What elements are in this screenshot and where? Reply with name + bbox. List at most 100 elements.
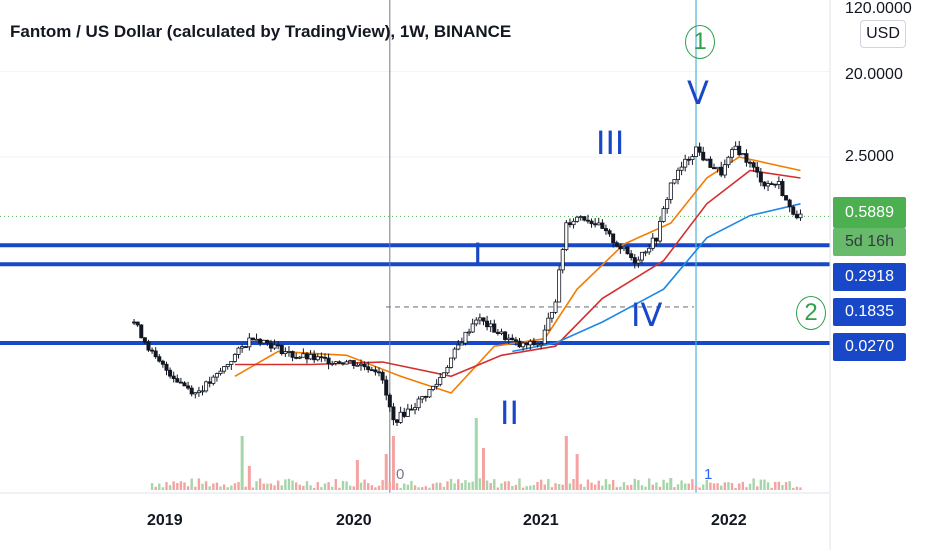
volume-bar: [457, 479, 460, 490]
volume-bar: [363, 479, 366, 490]
candle-body: [596, 222, 601, 226]
volume-bar: [759, 479, 763, 490]
volume-bar: [604, 479, 608, 490]
volume-bar: [644, 486, 647, 490]
candle-body: [603, 228, 608, 232]
candle-body: [431, 385, 436, 390]
volume-bar: [453, 483, 456, 490]
candle-body: [178, 381, 183, 384]
volume-bar: [738, 483, 741, 490]
level-badge-2: 0.1835: [833, 298, 906, 326]
volume-bar: [745, 487, 748, 490]
volume-bar: [493, 479, 496, 490]
candle-body: [258, 338, 263, 344]
candle-body: [748, 161, 753, 164]
candle-body: [564, 222, 569, 250]
candle-body: [611, 233, 616, 244]
volume-bar: [518, 478, 521, 490]
volume-bar: [237, 481, 240, 490]
candle-body: [366, 366, 371, 371]
volume-bar: [662, 479, 665, 490]
volume-bar: [406, 484, 410, 490]
level-badge-1: 0.2918: [833, 263, 906, 291]
volume-bar: [720, 485, 723, 490]
volume-bar: [374, 487, 377, 490]
candle-body: [557, 269, 562, 303]
candle-body: [726, 156, 731, 166]
candle-body: [791, 206, 796, 215]
volume-bar: [327, 482, 330, 490]
volume-bar: [287, 478, 291, 490]
candle-body: [585, 219, 590, 222]
volume-bar: [284, 479, 287, 490]
volume-bar: [338, 487, 341, 490]
volume-bar: [619, 486, 622, 490]
candle-body: [290, 351, 295, 358]
candle-body: [758, 171, 763, 183]
candle-body: [196, 390, 201, 393]
volume-bar: [658, 486, 662, 490]
volume-bar: [529, 485, 532, 490]
volume-bar: [597, 480, 600, 490]
candle-body: [301, 353, 306, 358]
volume-bar: [795, 486, 799, 490]
currency-button[interactable]: USD: [860, 20, 906, 48]
volume-bar: [608, 484, 611, 490]
volume-bar: [273, 485, 276, 490]
volume-bar: [204, 481, 208, 490]
volume-spike: [247, 466, 251, 490]
candle-body: [787, 199, 792, 208]
volume-bar: [579, 484, 582, 490]
candle-body: [369, 369, 374, 372]
candle-body: [499, 331, 504, 334]
volume-bar: [543, 484, 546, 490]
volume-bar: [219, 486, 222, 490]
candle-body: [459, 342, 464, 346]
candle-body: [211, 376, 216, 384]
candle-body: [733, 145, 738, 151]
volume-bar: [435, 482, 438, 490]
volume-bar: [554, 483, 557, 490]
volume-bar: [586, 479, 590, 490]
candle-body: [441, 372, 446, 378]
volume-bar: [471, 481, 474, 490]
candle-body: [200, 390, 205, 393]
volume-bar: [676, 484, 680, 490]
candle-body: [762, 181, 767, 187]
time-tick-2021: 2021: [523, 512, 559, 529]
candle-body: [193, 392, 198, 395]
volume-bar: [186, 486, 190, 490]
volume-bar: [741, 481, 745, 490]
volume-bar: [258, 478, 262, 490]
candle-body: [643, 251, 648, 254]
candle-body: [528, 340, 533, 346]
candle-body: [542, 329, 547, 345]
volume-bar: [730, 483, 734, 490]
wave-label-ii: II: [500, 394, 519, 432]
candle-body: [182, 382, 187, 387]
volume-bar: [583, 486, 586, 490]
candle-body: [470, 323, 475, 333]
volume-bars: [150, 418, 802, 490]
candle-body: [639, 251, 644, 261]
volume-bar: [647, 478, 651, 490]
volume-bar: [766, 482, 770, 490]
volume-bar: [179, 481, 183, 490]
volume-bar: [359, 482, 363, 490]
volume-bar: [370, 485, 374, 490]
volume-bar: [294, 482, 298, 490]
candle-body: [395, 419, 400, 423]
candle-body: [654, 237, 659, 242]
volume-bar: [439, 482, 442, 490]
volume-bar: [399, 487, 402, 490]
candle-body: [330, 363, 335, 365]
volume-bar: [467, 482, 471, 490]
volume-bar: [752, 478, 755, 490]
candle-body: [254, 338, 259, 341]
candle-body: [279, 344, 284, 355]
volume-bar: [611, 479, 615, 490]
volume-bar: [637, 480, 640, 490]
price-tick-low: 2.5000: [845, 148, 894, 165]
volume-bar: [784, 482, 788, 490]
